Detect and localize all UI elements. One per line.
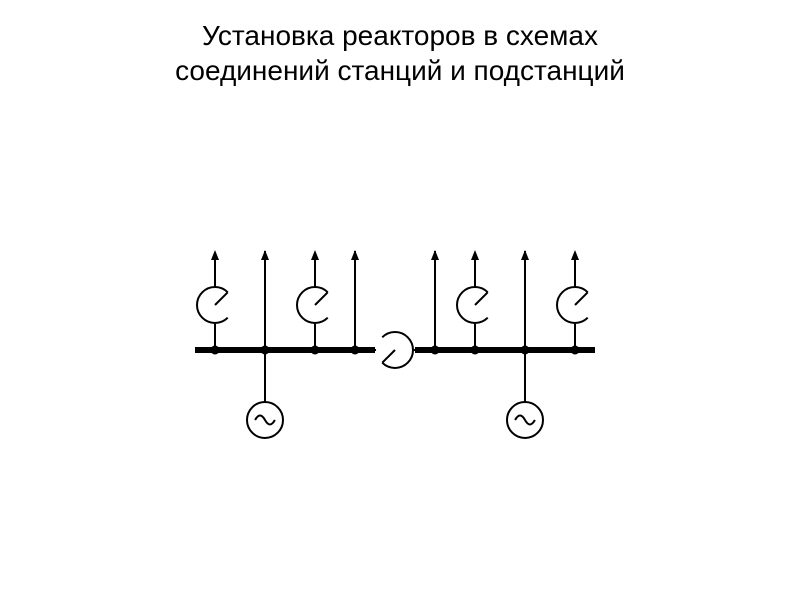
feeder-1-arrowhead: [311, 250, 319, 260]
page-title: Установка реакторов в схемах соединений …: [0, 18, 800, 88]
bus-node-7: [571, 346, 580, 355]
bus-node-0: [211, 346, 220, 355]
bus-node-5: [471, 346, 480, 355]
feeder-0-arrowhead: [211, 250, 219, 260]
bus-node-1: [261, 346, 270, 355]
bus-node-4: [431, 346, 440, 355]
feeder-3-arrowhead: [571, 250, 579, 260]
bus-node-6: [521, 346, 530, 355]
bus-node-2: [311, 346, 320, 355]
bus-node-3: [351, 346, 360, 355]
outgoing-line-3-head: [521, 250, 529, 260]
outgoing-line-0-head: [261, 250, 269, 260]
schematic-diagram: [180, 220, 620, 480]
outgoing-line-2-head: [431, 250, 439, 260]
page: Установка реакторов в схемах соединений …: [0, 0, 800, 600]
outgoing-line-1-head: [351, 250, 359, 260]
feeder-2-arrowhead: [471, 250, 479, 260]
